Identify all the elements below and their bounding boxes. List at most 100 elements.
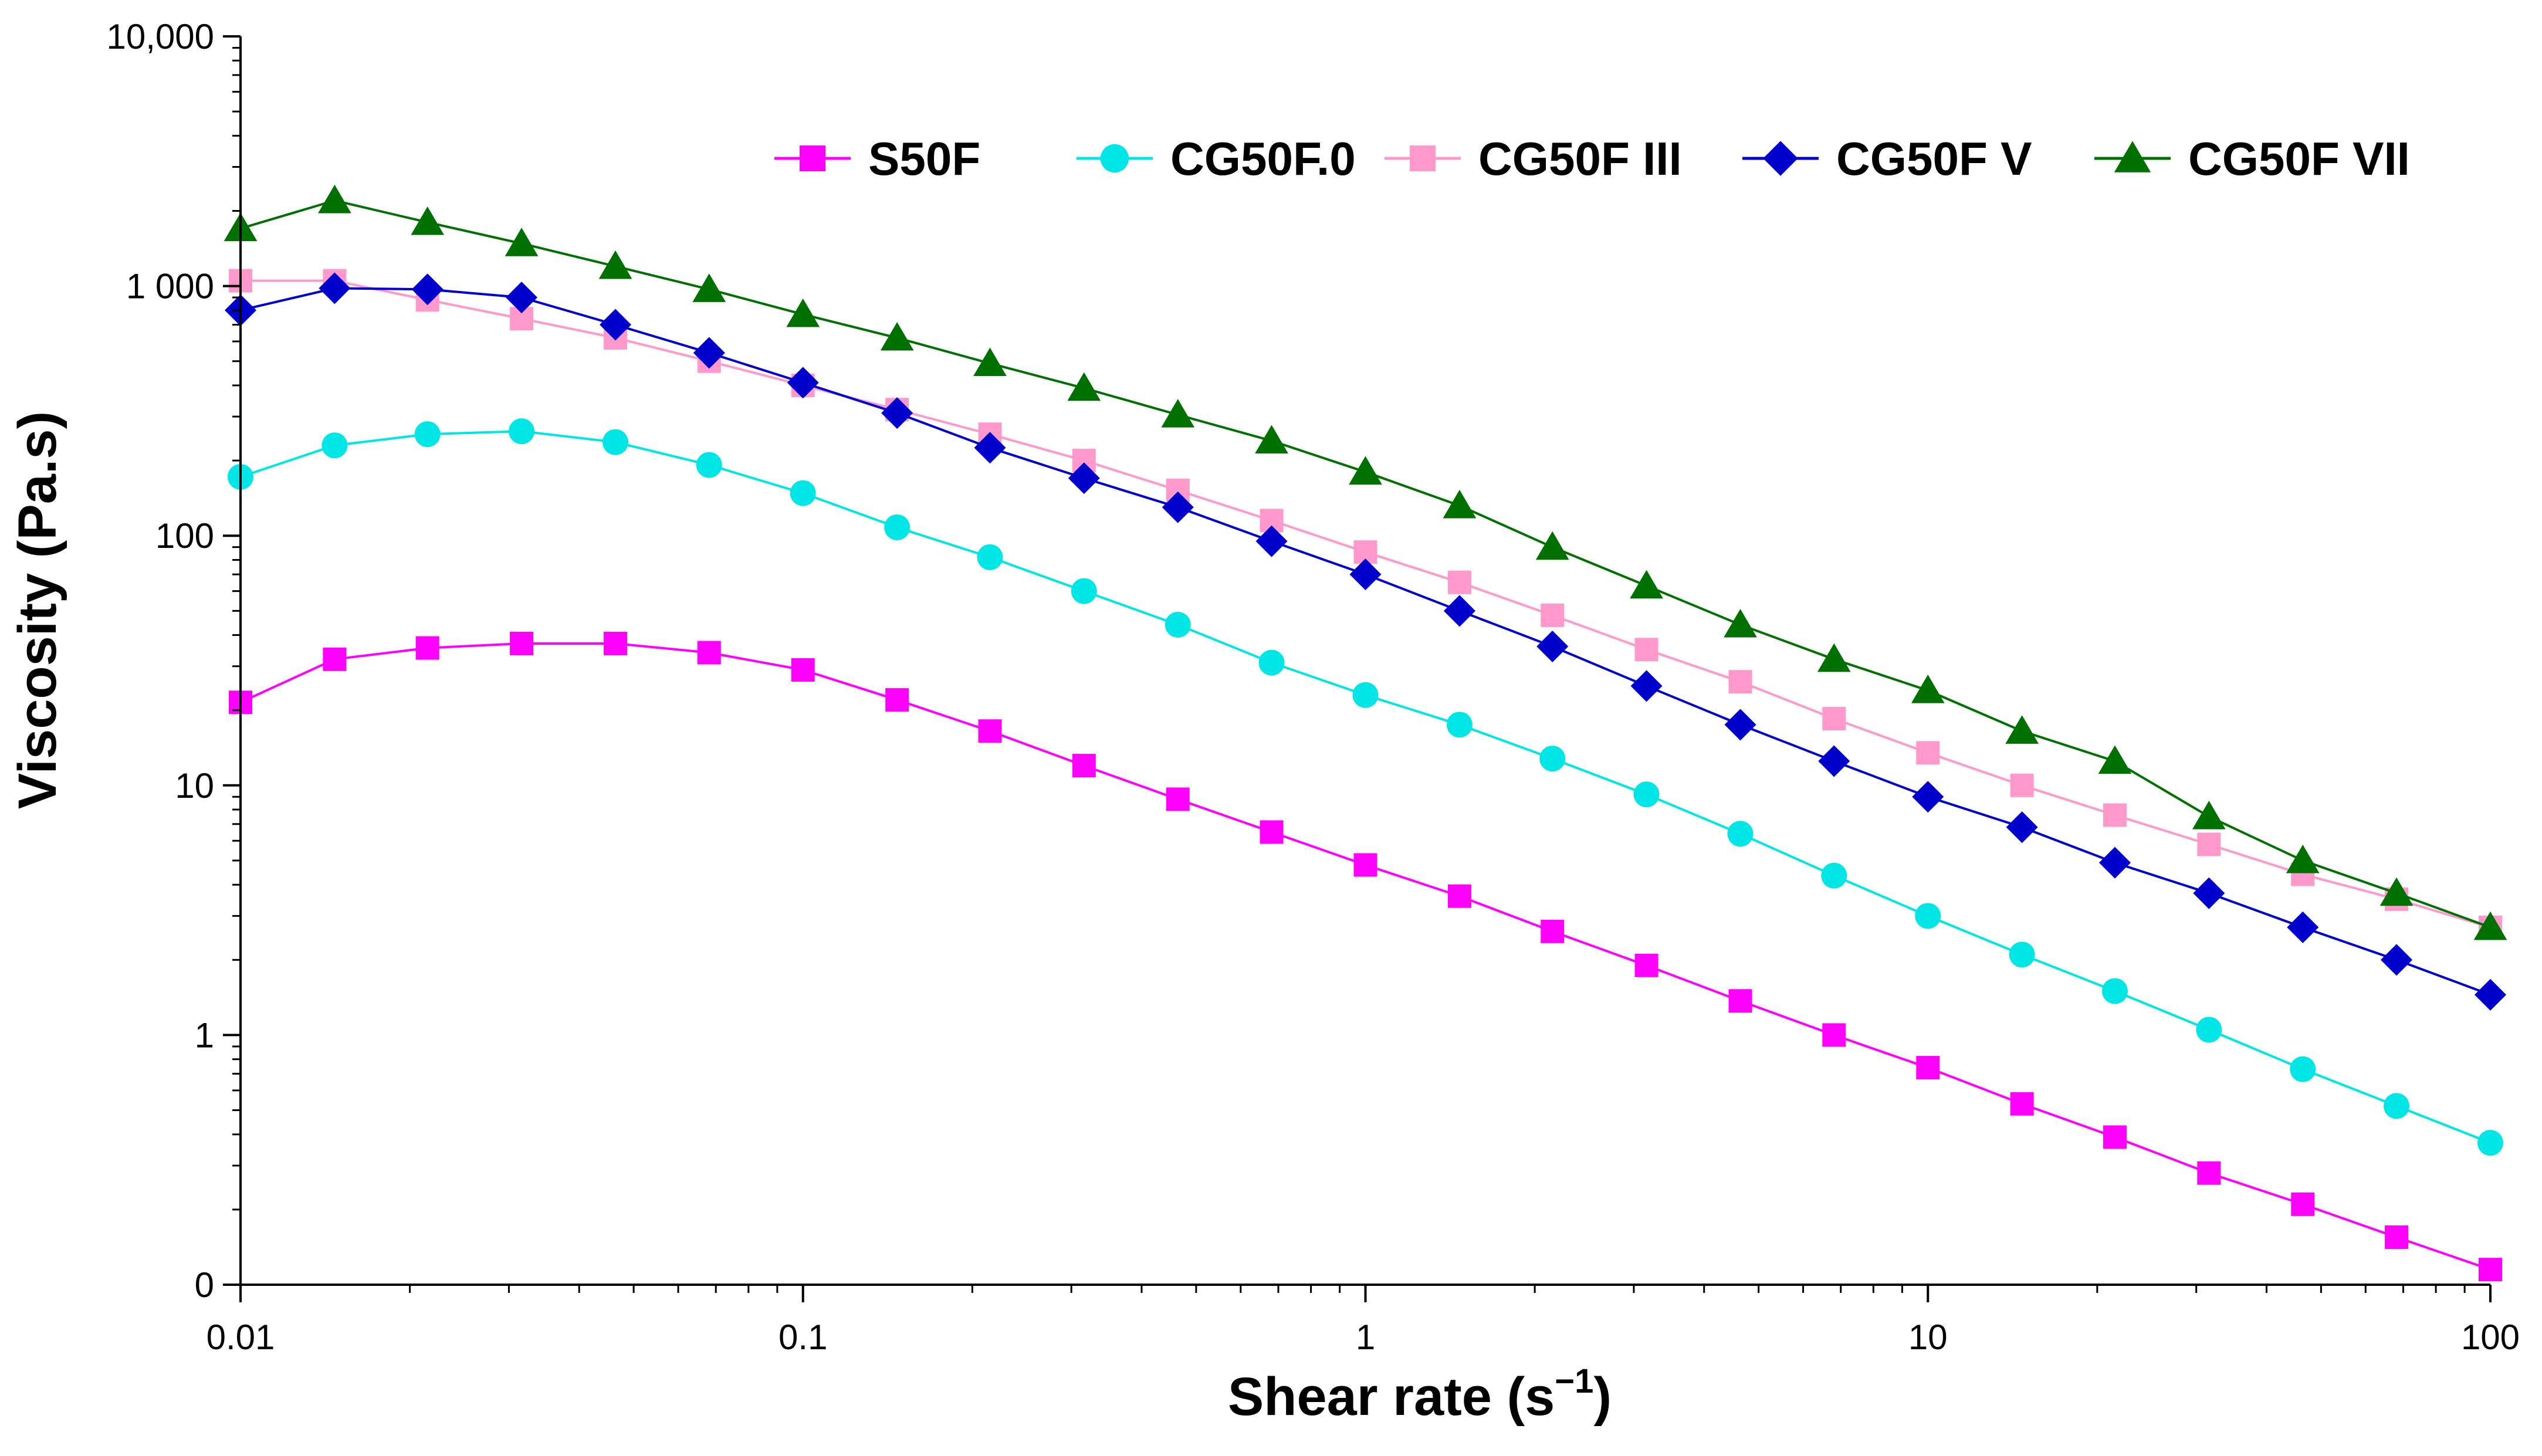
- x-tick-label: 0.01: [207, 1318, 275, 1357]
- data-point: [1353, 853, 1377, 877]
- series-line: [240, 642, 2491, 1271]
- data-point: [2010, 1092, 2034, 1116]
- data-point: [318, 184, 351, 214]
- data-point: [692, 273, 726, 302]
- data-point: [321, 432, 348, 459]
- legend-label: CG50F VII: [2188, 133, 2410, 185]
- data-point: [598, 250, 632, 279]
- legend-label: CG50F V: [1836, 133, 2032, 185]
- data-point: [509, 418, 535, 445]
- data-point: [1255, 425, 1288, 453]
- data-point: [2197, 1161, 2221, 1185]
- data-point: [1539, 746, 1566, 772]
- series-cg50f-0: [228, 418, 2503, 1156]
- series-cg50f-iii: [229, 269, 2502, 939]
- data-point: [1763, 141, 1798, 176]
- data-point: [1630, 570, 1663, 599]
- data-point: [1447, 884, 1471, 908]
- legend-item-cg50f-iii: CG50F III: [1385, 133, 1682, 185]
- data-point: [2291, 1192, 2315, 1216]
- legend-label: CG50F.0: [1170, 133, 1356, 185]
- data-point: [1161, 399, 1195, 428]
- data-point: [2103, 803, 2127, 827]
- data-point: [786, 298, 820, 327]
- data-point: [1818, 745, 1850, 777]
- data-point: [791, 658, 815, 682]
- data-point: [1822, 1023, 1846, 1047]
- data-point: [1067, 372, 1101, 401]
- data-point: [323, 647, 347, 671]
- data-point: [1912, 781, 1944, 813]
- data-point: [1911, 674, 1945, 703]
- data-point: [2193, 877, 2225, 909]
- legend-label: S50F: [868, 133, 980, 185]
- data-point: [1258, 649, 1285, 676]
- data-point: [414, 421, 441, 448]
- data-point: [1410, 145, 1436, 171]
- data-point: [1349, 456, 1382, 485]
- data-point: [2010, 773, 2034, 797]
- data-point: [411, 206, 445, 235]
- y-tick-label: 0: [195, 1265, 214, 1305]
- axes: 0 1 10 100 1 000 10,000 0.01 0.1 1 10 100: [106, 17, 2520, 1357]
- data-point: [1728, 989, 1752, 1013]
- data-point: [1728, 670, 1752, 694]
- series-line: [241, 279, 2491, 929]
- data-point: [1071, 578, 1097, 604]
- data-point: [2009, 942, 2035, 968]
- data-point: [1916, 1056, 1940, 1080]
- data-point: [2197, 832, 2221, 856]
- data-point: [2005, 715, 2039, 744]
- data-point: [319, 272, 351, 304]
- data-point: [1352, 682, 1379, 708]
- data-point: [881, 397, 913, 429]
- data-point: [1724, 608, 1757, 638]
- data-point: [2384, 1093, 2410, 1119]
- legend-item-cg50f-0: CG50F.0: [1077, 133, 1356, 185]
- legend-item-cg50f-v: CG50F V: [1742, 133, 2032, 185]
- data-point: [600, 309, 632, 341]
- data-point: [2098, 846, 2131, 879]
- data-point: [1822, 707, 1846, 731]
- x-axis-title-end: ): [1593, 1367, 1612, 1427]
- data-point: [974, 432, 1006, 464]
- data-point: [973, 347, 1007, 377]
- data-point: [1068, 462, 1100, 495]
- y-tick-label: 100: [155, 516, 214, 556]
- data-point: [1165, 611, 1191, 638]
- data-point: [1541, 603, 1565, 627]
- data-point: [880, 321, 914, 351]
- data-point: [1634, 638, 1658, 662]
- data-point: [2196, 1017, 2222, 1043]
- data-point: [800, 145, 825, 171]
- data-point: [978, 719, 1002, 743]
- data-point: [1260, 820, 1284, 844]
- x-axis-title-sup: −1: [1555, 1362, 1593, 1400]
- legend-item-s50f: S50F: [774, 133, 980, 185]
- data-point: [1916, 741, 1940, 765]
- data-point: [977, 544, 1003, 570]
- data-point: [2477, 1130, 2503, 1156]
- x-axis-title-main: Shear rate (s: [1228, 1367, 1555, 1427]
- data-point: [1915, 903, 1941, 929]
- data-point: [787, 367, 819, 399]
- y-tick-label: 10: [175, 766, 214, 805]
- data-point: [1166, 787, 1190, 811]
- data-point: [885, 688, 909, 712]
- data-point: [1536, 631, 1569, 663]
- data-point: [2006, 811, 2038, 844]
- data-point: [884, 514, 910, 540]
- x-tick-label: 100: [2461, 1318, 2520, 1357]
- data-point: [1630, 670, 1663, 702]
- x-tick-label: 1: [1356, 1318, 1375, 1357]
- data-point: [1535, 531, 1569, 560]
- data-point: [2475, 978, 2506, 1011]
- data-point: [790, 480, 816, 506]
- data-point: [2290, 1056, 2316, 1082]
- data-point: [1255, 525, 1288, 557]
- series-cg50f-v: [225, 272, 2506, 1011]
- data-point: [2379, 877, 2414, 906]
- data-point: [505, 228, 539, 256]
- legend: S50F CG50F.0 CG50F III CG50F V CG50F VII: [774, 133, 2410, 185]
- data-point: [1817, 643, 1851, 672]
